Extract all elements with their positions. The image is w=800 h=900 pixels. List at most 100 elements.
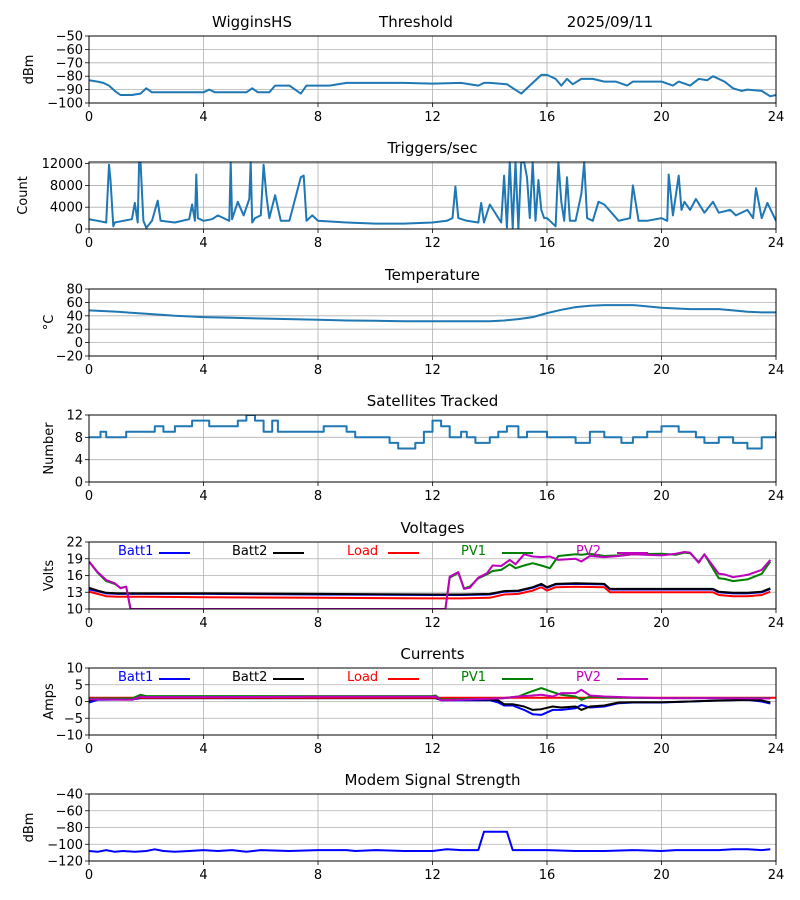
y-tick-label: −60 [56, 43, 83, 58]
y-tick-label: 12 [66, 409, 83, 424]
y-tick-label: −70 [56, 56, 83, 71]
x-tick-label: 8 [314, 489, 322, 504]
y-tick-label: 4000 [50, 201, 83, 216]
legend-label-load: Load [347, 670, 378, 685]
y-axis-label: Amps [42, 683, 57, 720]
x-tick-label: 16 [539, 110, 556, 125]
x-tick-label: 8 [314, 616, 322, 631]
y-axis-label: Number [42, 422, 57, 475]
chart-panel-1: 0 4 8 12 16 20 24 0 4000 8000 12000 Triggers/sec Cou… [16, 139, 784, 251]
x-tick-label: 8 [314, 868, 322, 883]
series-line-pv2 [89, 551, 772, 609]
x-tick-label: 20 [653, 742, 670, 757]
y-tick-label: −10 [56, 729, 83, 744]
y-tick-label: −50 [56, 30, 83, 45]
series-group [89, 162, 776, 229]
legend-label-batt1: Batt1 [118, 544, 153, 559]
series-group [89, 687, 776, 716]
x-tick-label: 16 [539, 236, 556, 251]
x-tick-label: 8 [314, 742, 322, 757]
y-tick-label: 40 [66, 309, 83, 324]
legend-label-pv1: PV1 [461, 670, 486, 685]
series-line-satellites [89, 415, 776, 450]
chart-title: Currents [400, 645, 464, 663]
x-tick-label: 8 [314, 110, 322, 125]
x-tick-label: 12 [424, 110, 441, 125]
series-line-batt1 [89, 697, 771, 716]
x-tick-label: 24 [768, 236, 785, 251]
header-date: 2025/09/11 [567, 13, 653, 31]
x-tick-label: 0 [85, 742, 93, 757]
x-tick-label: 24 [768, 868, 785, 883]
x-tick-label: 0 [85, 236, 93, 251]
y-tick-label: −80 [56, 70, 83, 85]
x-tick-label: 12 [424, 616, 441, 631]
chart-title: Modem Signal Strength [345, 771, 521, 789]
legend-label-load: Load [347, 544, 378, 559]
series-group [89, 830, 771, 853]
series-line-pv1 [89, 551, 772, 609]
series-group [89, 415, 776, 450]
x-tick-label: 20 [653, 616, 670, 631]
chart-panel-3: 0 4 8 12 16 20 24 0 4 8 12 Satellites Tracked Number [42, 392, 784, 504]
x-tick-label: 4 [199, 236, 207, 251]
y-tick-label: 10 [66, 662, 83, 677]
x-tick-label: 0 [85, 868, 93, 883]
y-tick-label: 60 [66, 296, 83, 311]
chart-title: Triggers/sec [387, 139, 478, 157]
x-tick-label: 12 [424, 489, 441, 504]
series-line-threshold [89, 73, 776, 98]
y-tick-label: −40 [56, 788, 83, 803]
x-tick-label: 20 [653, 110, 670, 125]
x-tick-label: 16 [539, 742, 556, 757]
x-tick-label: 24 [768, 363, 785, 378]
x-tick-label: 4 [199, 616, 207, 631]
x-tick-label: 16 [539, 489, 556, 504]
x-tick-label: 4 [199, 363, 207, 378]
y-tick-label: 0 [75, 336, 83, 351]
y-axis-label: Count [16, 176, 31, 215]
series-line-batt2 [89, 697, 771, 711]
x-tick-label: 24 [768, 616, 785, 631]
chart-title: Satellites Tracked [367, 392, 498, 410]
header-station: WigginsHS [212, 13, 292, 31]
series-line-pv2 [89, 688, 771, 702]
y-tick-label: −60 [56, 804, 83, 819]
header-mode: Threshold [378, 13, 453, 31]
x-tick-label: 4 [199, 489, 207, 504]
y-axis-label: Volts [42, 560, 57, 592]
y-tick-label: −90 [56, 83, 83, 98]
y-tick-label: 80 [66, 283, 83, 298]
x-tick-label: 20 [653, 236, 670, 251]
y-tick-label: −5 [64, 712, 83, 727]
y-tick-label: 22 [66, 536, 83, 551]
x-tick-label: 4 [199, 742, 207, 757]
x-tick-label: 24 [768, 110, 785, 125]
series-line-temperature [89, 304, 776, 323]
series-line-triggers [89, 162, 776, 229]
x-tick-label: 0 [85, 616, 93, 631]
series-line-batt2 [89, 582, 771, 596]
x-tick-label: 20 [653, 489, 670, 504]
y-tick-label: 0 [75, 223, 83, 238]
legend-label-batt2: Batt2 [232, 544, 267, 559]
x-tick-label: 16 [539, 363, 556, 378]
x-tick-label: 0 [85, 110, 93, 125]
series-group [89, 551, 772, 609]
chart-title: Voltages [400, 519, 464, 537]
x-tick-label: 12 [424, 363, 441, 378]
legend-label-batt2: Batt2 [232, 670, 267, 685]
legend-label-pv2: PV2 [576, 670, 601, 685]
x-tick-label: 0 [85, 363, 93, 378]
y-tick-label: 8000 [50, 179, 83, 194]
x-tick-label: 12 [424, 236, 441, 251]
y-tick-label: 0 [75, 695, 83, 710]
x-tick-label: 8 [314, 236, 322, 251]
series-group [89, 304, 776, 323]
y-tick-label: 20 [66, 323, 83, 338]
x-tick-label: 0 [85, 489, 93, 504]
y-tick-label: 10 [66, 603, 83, 618]
